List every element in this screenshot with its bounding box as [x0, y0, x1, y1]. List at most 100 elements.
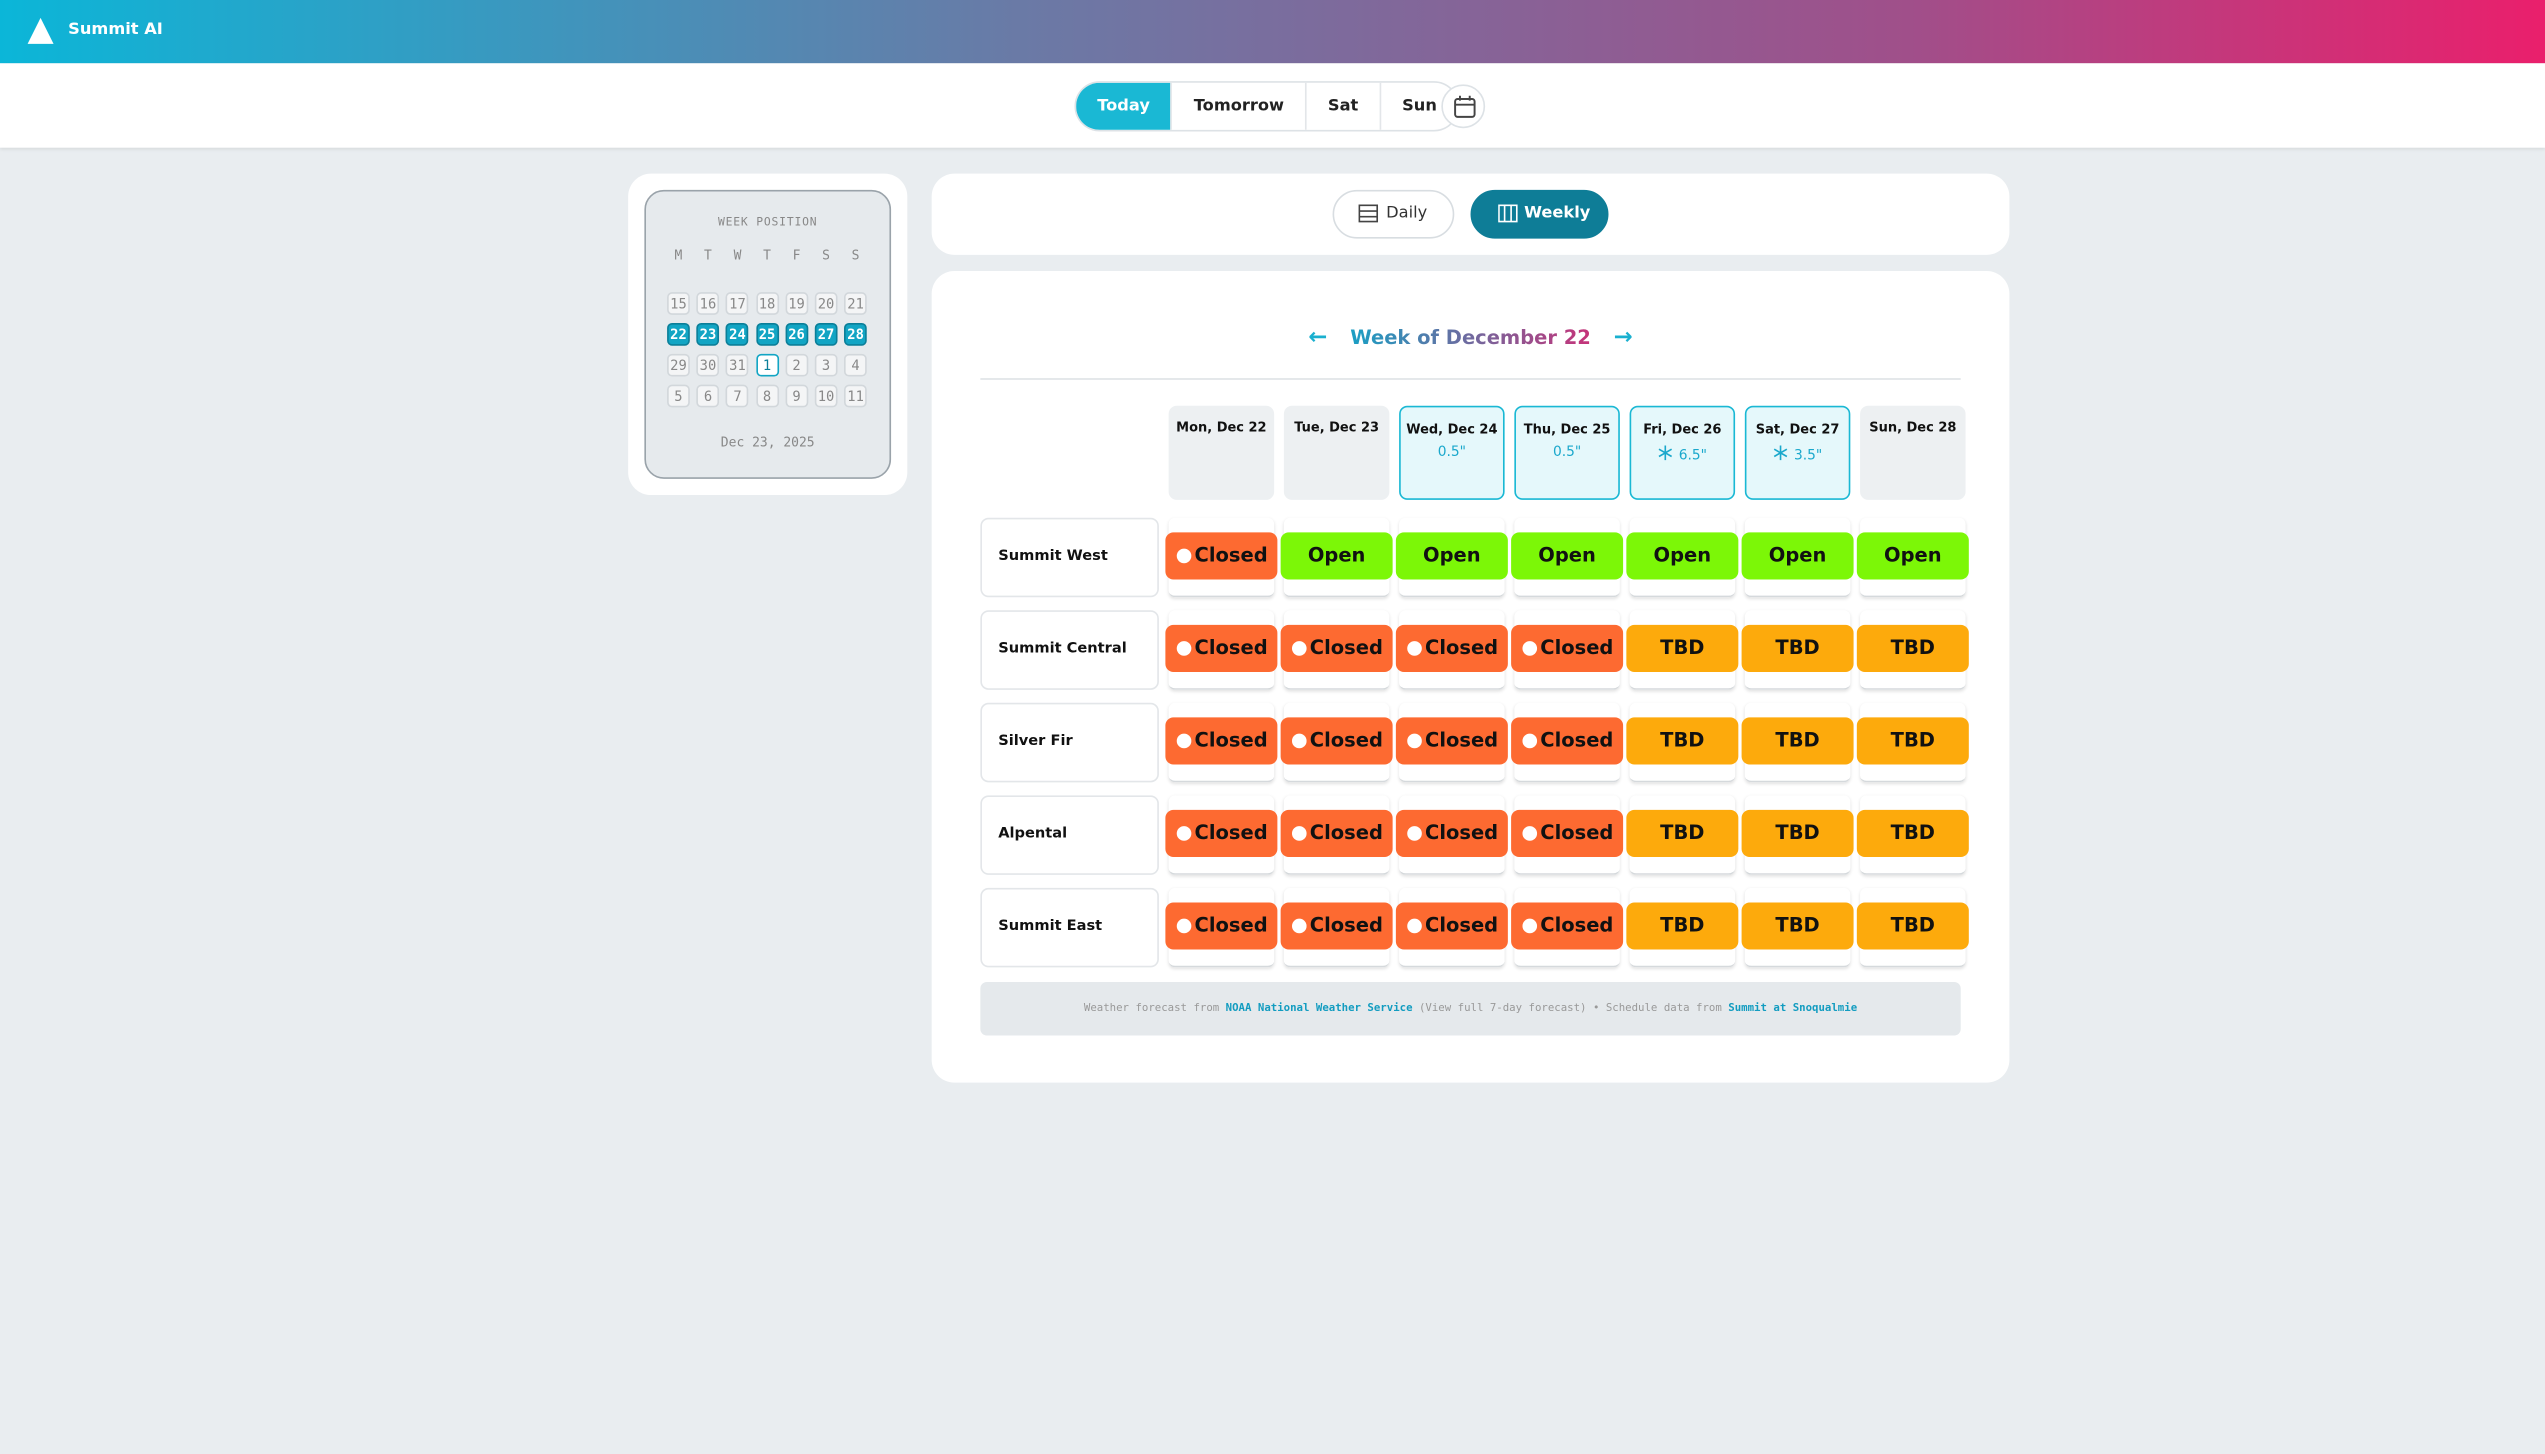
status-pill[interactable]: TBD [1856, 624, 1969, 672]
calendar-day[interactable]: 1 [755, 353, 779, 377]
status-cell: Closed [1165, 888, 1278, 968]
status-pill[interactable]: TBD [1626, 809, 1739, 857]
day-tab[interactable]: Tomorrow [1171, 82, 1305, 130]
status-pill[interactable]: Closed [1165, 624, 1278, 672]
calendar-day[interactable]: 21 [844, 292, 867, 315]
status-pill[interactable]: Closed [1395, 717, 1508, 765]
source-link[interactable]: Summit at Snoqualmie [1728, 1001, 1858, 1015]
calendar-day[interactable]: 15 [667, 292, 690, 315]
status-pill[interactable]: Open [1280, 532, 1393, 580]
status-pill[interactable]: TBD [1856, 809, 1969, 857]
status-pill[interactable]: Closed [1395, 809, 1508, 857]
status-pill[interactable]: Closed [1511, 624, 1624, 672]
calendar-day[interactable]: 27 [814, 322, 838, 346]
calendar-day[interactable]: 22 [667, 322, 690, 346]
calendar-day[interactable]: 8 [755, 384, 779, 408]
status-pill[interactable]: TBD [1741, 902, 1854, 950]
corner [980, 406, 1159, 505]
calendar-day[interactable]: 20 [814, 292, 838, 315]
calendar-day[interactable]: 18 [755, 292, 779, 315]
status-pill[interactable]: Closed [1165, 532, 1278, 580]
status-text: Closed [1425, 728, 1499, 752]
day-header: Tue, Dec 23 [1283, 405, 1390, 500]
closed-dot [1407, 918, 1422, 934]
status-pill[interactable]: Closed [1395, 624, 1508, 672]
calendar-day[interactable]: 7 [726, 384, 749, 408]
calendar-day[interactable]: 6 [696, 384, 720, 408]
day-tab[interactable]: Sat [1305, 82, 1379, 130]
source-link[interactable]: NOAA National Weather Service [1225, 1001, 1413, 1015]
day-tab[interactable]: Sun [1379, 82, 1458, 130]
status-pill[interactable]: Closed [1511, 902, 1624, 950]
day-tab[interactable]: Today [1076, 82, 1172, 130]
status-pill[interactable]: Closed [1511, 809, 1624, 857]
calendar-day[interactable]: 26 [785, 322, 808, 346]
status-pill[interactable]: Closed [1280, 809, 1393, 857]
resort-name: Alpental [980, 795, 1159, 875]
status-pill[interactable]: Closed [1395, 902, 1508, 950]
status-text: Open [1307, 543, 1366, 567]
daily-label: Daily [1386, 204, 1428, 223]
top-bar: Summit AI [0, 0, 2545, 64]
closed-dot [1291, 641, 1307, 656]
status-pill[interactable]: TBD [1741, 809, 1854, 857]
status-pill[interactable]: Closed [1511, 717, 1624, 765]
calendar-day[interactable]: 4 [844, 353, 867, 377]
status-pill[interactable]: Open [1856, 532, 1969, 580]
daily-button[interactable]: Daily [1332, 189, 1455, 239]
status-cell: Open [1395, 518, 1508, 598]
closed-dot [1291, 918, 1307, 934]
status-cell: Closed [1395, 795, 1508, 875]
status-pill[interactable]: TBD [1856, 717, 1969, 765]
calendar-day[interactable]: 23 [696, 322, 720, 346]
status-text: TBD [1775, 728, 1820, 752]
snow-amount: 0.5" [1552, 444, 1582, 461]
status-cell: TBD [1741, 610, 1854, 690]
status-pill[interactable]: TBD [1741, 624, 1854, 672]
calendar-day[interactable]: 25 [755, 322, 779, 346]
calendar-day[interactable]: 5 [667, 384, 690, 408]
status-pill[interactable]: Open [1511, 532, 1624, 580]
status-text: Closed [1540, 728, 1614, 752]
calendar-day[interactable]: 3 [814, 353, 838, 377]
calendar-day[interactable]: 24 [726, 322, 749, 346]
calendar-day[interactable]: 11 [844, 384, 867, 408]
snow-forecast: 3.5" [1746, 445, 1848, 464]
status-pill[interactable]: Closed [1165, 717, 1278, 765]
status-pill[interactable]: TBD [1626, 717, 1739, 765]
status-pill[interactable]: Closed [1280, 717, 1393, 765]
status-pill[interactable]: Open [1395, 532, 1508, 580]
status-cell: Closed [1395, 610, 1508, 690]
calendar-button[interactable] [1441, 84, 1486, 129]
calendar-day[interactable]: 10 [814, 384, 838, 408]
resort-name: Summit West [980, 517, 1159, 598]
status-pill[interactable]: TBD [1741, 717, 1854, 765]
calendar-day[interactable]: 30 [696, 353, 720, 377]
calendar-day[interactable]: 2 [785, 353, 808, 377]
status-pill[interactable]: TBD [1856, 902, 1969, 950]
calendar-day[interactable]: 19 [785, 292, 808, 315]
status-pill[interactable]: TBD [1626, 624, 1739, 672]
prev-week[interactable]: ← [1308, 324, 1328, 351]
calendar-day[interactable]: 16 [696, 292, 720, 315]
calendar-day[interactable]: 31 [726, 353, 749, 377]
calendar-day[interactable]: 29 [667, 353, 690, 377]
status-cell: TBD [1856, 610, 1969, 690]
day-label: Sun, Dec 28 [1869, 420, 1957, 435]
calendar-day[interactable]: 17 [726, 292, 749, 315]
status-text: TBD [1890, 913, 1935, 937]
status-pill[interactable]: Closed [1165, 809, 1278, 857]
status-pill[interactable]: Closed [1280, 624, 1393, 672]
status-pill[interactable]: Open [1741, 532, 1854, 580]
next-week[interactable]: → [1613, 324, 1633, 351]
status-pill[interactable]: TBD [1626, 902, 1739, 950]
calendar-day[interactable]: 9 [785, 384, 808, 408]
status-pill[interactable]: Open [1626, 532, 1739, 580]
weekly-button[interactable]: Weekly [1470, 189, 1609, 239]
snow-forecast: 6.5" [1631, 445, 1733, 464]
status-pill[interactable]: Closed [1165, 902, 1278, 950]
calendar-day[interactable]: 28 [844, 322, 867, 346]
snow-amount: 6.5" [1678, 447, 1708, 465]
status-pill[interactable]: Closed [1280, 902, 1393, 950]
